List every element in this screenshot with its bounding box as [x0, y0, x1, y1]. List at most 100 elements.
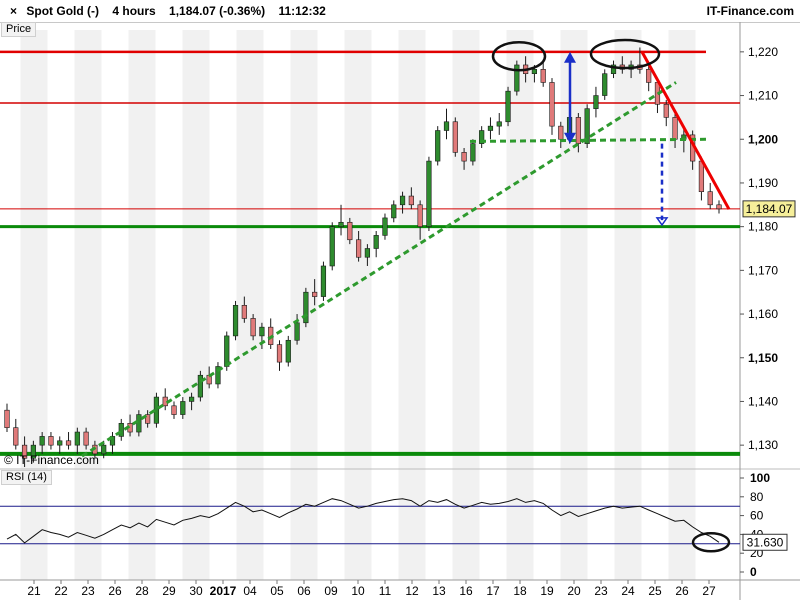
rsi-line: [6, 498, 720, 544]
price-tick-label: 1,200: [748, 132, 778, 146]
candle-body: [83, 431, 89, 446]
last-price-change: 1,184.07 (-0.36%): [169, 4, 266, 18]
candle-body: [13, 427, 19, 446]
day-band: [74, 30, 102, 580]
candle-body: [329, 226, 335, 267]
candle-body: [505, 90, 511, 123]
price-tick-label: 1,220: [748, 45, 778, 59]
candle-body: [197, 374, 203, 398]
candle-body: [461, 152, 467, 162]
candle-body: [496, 121, 502, 127]
candle-body: [338, 221, 344, 227]
measure-arrowhead: [564, 51, 576, 63]
time-tick-label: 23: [594, 584, 608, 598]
instrument-name: Spot Gold (-): [26, 4, 100, 18]
candle-body: [540, 69, 546, 83]
price-tick-label: 1,170: [748, 263, 778, 277]
time-tick-label: 23: [81, 584, 95, 598]
candle-body: [391, 204, 397, 219]
candle-body: [109, 436, 116, 446]
last-price-tag-label: 1,184.07: [746, 202, 793, 216]
time-tick-label: 12: [405, 584, 419, 598]
support-trendline: [81, 81, 677, 458]
candle-body: [558, 125, 564, 140]
candle-body: [224, 335, 230, 367]
day-band: [452, 30, 480, 580]
candle-body: [285, 339, 291, 363]
time-tick-label: 26: [675, 584, 689, 598]
day-band: [236, 30, 264, 580]
day-band: [182, 30, 210, 580]
price-tick-label: 1,210: [748, 89, 778, 103]
day-band: [560, 30, 588, 580]
time-tick-label: 09: [324, 584, 338, 598]
resistance-trendline: [640, 51, 731, 210]
close-icon[interactable]: ×: [10, 4, 18, 18]
time-tick-label: 30: [189, 584, 203, 598]
candle-body: [188, 396, 195, 402]
time-tick-label: 22: [54, 584, 68, 598]
price-tick-label: 1,150: [748, 351, 778, 365]
candle-body: [65, 440, 72, 446]
candle-body: [294, 322, 300, 341]
brand-name: IT-Finance.com: [706, 4, 794, 18]
candle-body: [417, 204, 423, 227]
candle-body: [232, 305, 239, 337]
candle-body: [672, 117, 678, 140]
day-band: [20, 30, 48, 580]
candle-body: [479, 130, 485, 144]
time-tick-label: 13: [432, 584, 446, 598]
candle-body: [663, 103, 669, 118]
candle-body: [531, 69, 538, 75]
time-tick-label: 19: [540, 584, 554, 598]
candle-body: [514, 64, 520, 92]
day-band: [344, 30, 372, 580]
time-tick-label: 20: [567, 584, 581, 598]
price-tick-label: 1,140: [748, 394, 778, 408]
last-price-tag: [742, 200, 796, 218]
candle-body: [707, 191, 713, 206]
clock-time: 11:12:32: [278, 4, 326, 18]
chart-canvas: 1,130 1,140 1,150 1,160 1,170 1,180 1,190 1,200…: [0, 22, 800, 600]
candle-body: [443, 121, 450, 131]
time-tick-label: 27: [702, 584, 716, 598]
candle-body: [364, 248, 370, 258]
candle-body: [250, 318, 256, 337]
time-tick-label: 2017: [210, 584, 237, 598]
candle-body: [698, 160, 705, 192]
rsi-value-tag-label: 31.630: [747, 535, 784, 549]
candle-body: [347, 221, 353, 241]
candle-body: [646, 69, 652, 83]
candle-body: [4, 409, 10, 428]
time-tick-label: 28: [135, 584, 149, 598]
candle-body: [136, 414, 142, 433]
candle-body: [382, 217, 388, 236]
time-tick-label: 29: [162, 584, 176, 598]
candle-body: [312, 291, 318, 297]
candle-body: [39, 436, 45, 446]
time-tick-label: 05: [270, 584, 284, 598]
candle-body: [610, 64, 617, 74]
candle-body: [320, 265, 327, 297]
target-arrowhead: [655, 217, 669, 227]
chart-header: × Spot Gold (-) 4 hours 1,184.07 (-0.36%…: [0, 0, 800, 23]
time-tick-label: 11: [379, 584, 392, 598]
day-band: [668, 30, 696, 580]
candle-body: [549, 82, 555, 127]
candle-body: [118, 422, 124, 437]
time-tick-label: 16: [459, 584, 473, 598]
candle-body: [470, 143, 476, 162]
candle-body: [48, 436, 54, 446]
candle-body: [171, 405, 177, 415]
candle-body: [21, 444, 28, 459]
time-tick-label: 17: [486, 584, 500, 598]
time-tick-label: 24: [621, 584, 635, 598]
rsi-tick-label: 80: [750, 490, 764, 504]
candle-body: [74, 431, 80, 446]
candle-body: [584, 108, 590, 144]
day-band: [398, 30, 426, 580]
candle-body: [276, 344, 283, 363]
price-pane-label: Price: [1, 22, 37, 37]
candle-body: [101, 444, 107, 455]
candle-body: [180, 401, 186, 415]
